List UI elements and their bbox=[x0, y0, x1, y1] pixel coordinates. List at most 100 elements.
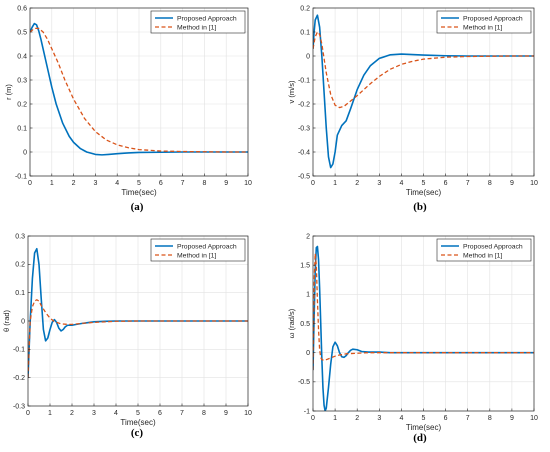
x-tick-label: 7 bbox=[466, 415, 470, 422]
y-axis-label: v (m/s) bbox=[287, 80, 296, 103]
y-tick-label: -0.5 bbox=[298, 173, 310, 180]
x-tick-label: 4 bbox=[399, 415, 403, 422]
x-tick-label: 9 bbox=[510, 180, 514, 187]
x-tick-label: 10 bbox=[244, 180, 252, 187]
chart-panel: 0 1 2 3 4 5 6 7 8 9 10 -1 -0.5 0 0.5 1 1.5 2 Time(sec) ω (r… bbox=[287, 233, 538, 444]
y-tick-label: 0.3 bbox=[17, 77, 27, 84]
x-tick-label: 0 bbox=[28, 180, 32, 187]
y-tick-label: -0.3 bbox=[13, 403, 25, 410]
y-tick-label: -0.1 bbox=[298, 77, 310, 84]
x-tick-label: 3 bbox=[377, 415, 381, 422]
y-tick-label: 0.2 bbox=[15, 262, 25, 269]
y-tick-label: -0.1 bbox=[15, 173, 27, 180]
chart-panel: 0 1 2 3 4 5 6 7 8 9 10 -0.5 -0.4 -0.3 -0.2 -0.1 0 0.1 0.2 T… bbox=[287, 5, 538, 213]
series-group bbox=[313, 14, 534, 169]
x-tick-label: 7 bbox=[181, 180, 185, 187]
x-tick-label: 6 bbox=[158, 410, 162, 417]
legend-label: Method in [1] bbox=[463, 24, 502, 31]
y-tick-label: 0.1 bbox=[300, 29, 310, 36]
y-tick-label: 0.5 bbox=[300, 321, 310, 328]
y-tick-label: 0.3 bbox=[15, 233, 25, 240]
series-line-method-1 bbox=[313, 31, 534, 109]
x-axis-label: Time(sec) bbox=[406, 423, 442, 432]
x-tick-label: 5 bbox=[422, 415, 426, 422]
x-tick-label: 5 bbox=[422, 180, 426, 187]
x-tick-label: 1 bbox=[333, 180, 337, 187]
y-tick-label: -0.1 bbox=[13, 347, 25, 354]
series-line-proposed bbox=[30, 22, 248, 156]
y-axis-label: θ (rad) bbox=[2, 309, 11, 332]
y-tick-label: 1.5 bbox=[300, 263, 310, 270]
y-tick-label: 0.2 bbox=[300, 5, 310, 12]
chart-panel: 0 1 2 3 4 5 6 7 8 9 10 -0.3 -0.2 -0.1 0 0.1 0.2 0.3 Time(s… bbox=[2, 233, 252, 439]
x-tick-label: 8 bbox=[488, 415, 492, 422]
x-tick-label: 7 bbox=[180, 410, 184, 417]
x-tick-label: 3 bbox=[92, 410, 96, 417]
x-tick-label: 8 bbox=[202, 410, 206, 417]
x-tick-label: 9 bbox=[510, 415, 514, 422]
x-tick-label: 10 bbox=[530, 415, 538, 422]
y-tick-label: -0.2 bbox=[13, 375, 25, 382]
y-tick-label: -0.3 bbox=[298, 125, 310, 132]
legend-label: Proposed Approach bbox=[177, 243, 237, 250]
x-tick-label: 8 bbox=[202, 180, 206, 187]
y-tick-label: 0.4 bbox=[17, 53, 27, 60]
y-tick-label: -0.5 bbox=[298, 379, 310, 386]
legend-box bbox=[150, 10, 246, 34]
x-tick-label: 4 bbox=[115, 180, 119, 187]
y-axis-label: ω (rad/s) bbox=[287, 308, 296, 338]
legend-label: Method in [1] bbox=[463, 252, 502, 259]
panel-caption: (b) bbox=[413, 201, 427, 213]
x-tick-label: 6 bbox=[444, 180, 448, 187]
legend: Proposed Approach Method in [1] bbox=[150, 238, 246, 262]
legend: Proposed Approach Method in [1] bbox=[150, 10, 246, 34]
x-axis-label: Time(sec) bbox=[121, 188, 157, 197]
x-tick-label: 2 bbox=[70, 410, 74, 417]
y-tick-label: -0.4 bbox=[298, 149, 310, 156]
y-tick-label: 0.6 bbox=[17, 5, 27, 12]
series-group bbox=[28, 247, 248, 378]
y-tick-label: 2 bbox=[306, 233, 310, 240]
x-tick-label: 3 bbox=[93, 180, 97, 187]
x-axis-label: Time(sec) bbox=[120, 418, 156, 427]
y-tick-label: 0 bbox=[306, 53, 310, 60]
x-tick-label: 4 bbox=[399, 180, 403, 187]
series-line-proposed bbox=[313, 245, 534, 411]
y-tick-label: 0.2 bbox=[17, 101, 27, 108]
series-group bbox=[313, 245, 534, 411]
legend-box bbox=[436, 10, 532, 34]
legend-label: Proposed Approach bbox=[463, 243, 523, 250]
legend: Proposed Approach Method in [1] bbox=[436, 238, 532, 262]
x-tick-label: 1 bbox=[48, 410, 52, 417]
panel-caption: (d) bbox=[413, 432, 427, 444]
x-tick-label: 2 bbox=[355, 415, 359, 422]
legend-label: Proposed Approach bbox=[463, 15, 523, 22]
x-tick-label: 10 bbox=[244, 410, 252, 417]
x-tick-label: 4 bbox=[114, 410, 118, 417]
x-tick-label: 5 bbox=[136, 410, 140, 417]
y-tick-label: 0.1 bbox=[17, 125, 27, 132]
panel-caption: (c) bbox=[131, 427, 144, 439]
legend-box bbox=[150, 238, 246, 262]
y-tick-label: 0.1 bbox=[15, 290, 25, 297]
x-tick-label: 10 bbox=[530, 180, 538, 187]
legend-label: Method in [1] bbox=[177, 252, 216, 259]
y-tick-label: -0.2 bbox=[298, 101, 310, 108]
x-tick-label: 2 bbox=[72, 180, 76, 187]
x-tick-label: 0 bbox=[311, 180, 315, 187]
x-axis-label: Time(sec) bbox=[406, 188, 442, 197]
y-tick-label: 0 bbox=[21, 318, 25, 325]
y-tick-label: 0 bbox=[306, 350, 310, 357]
x-tick-label: 0 bbox=[311, 415, 315, 422]
x-tick-label: 3 bbox=[377, 180, 381, 187]
x-tick-label: 2 bbox=[355, 180, 359, 187]
y-tick-label: 1 bbox=[306, 292, 310, 299]
panel-caption: (a) bbox=[131, 201, 144, 213]
y-axis-label: r (m) bbox=[4, 84, 13, 100]
y-tick-label: 0.5 bbox=[17, 29, 27, 36]
x-tick-label: 8 bbox=[488, 180, 492, 187]
legend: Proposed Approach Method in [1] bbox=[436, 10, 532, 34]
x-tick-label: 6 bbox=[444, 415, 448, 422]
series-line-method-1 bbox=[313, 252, 534, 371]
legend-label: Proposed Approach bbox=[177, 15, 237, 22]
